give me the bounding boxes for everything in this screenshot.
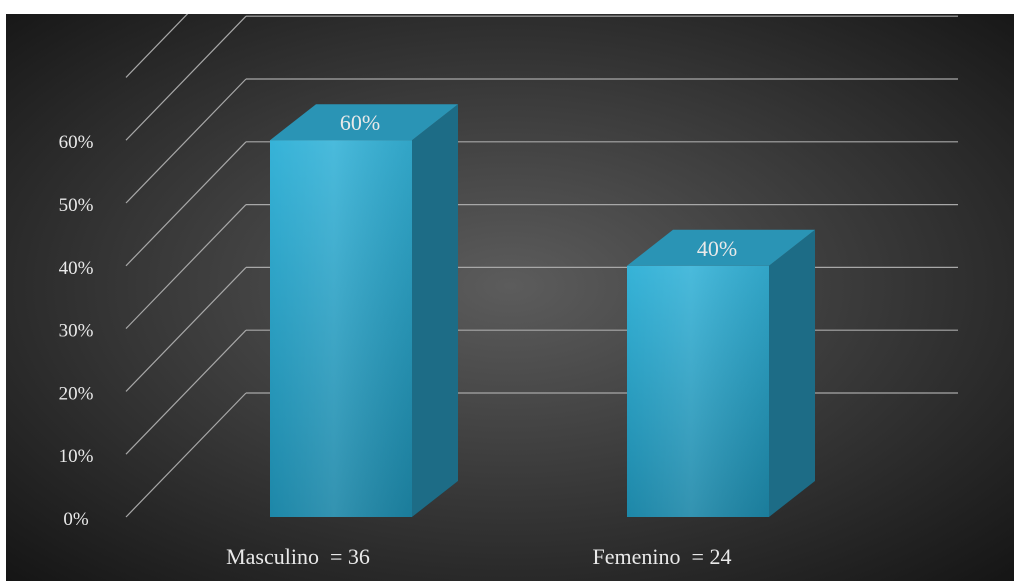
y-tick-label: 10% [59,446,94,467]
x-category-label: Masculino = 36 [226,544,370,569]
bar-value-label: 40% [697,236,737,261]
bar-3d: 40% [627,229,815,518]
bar-front-shine [627,265,769,517]
gridline-side [125,15,247,141]
bar-side-face [412,104,458,517]
bar-top-face [627,229,815,266]
bar-top-face [270,104,458,141]
chart-background [6,14,1014,581]
bar-chart-3d: 0% 10% 20% 30% 40% 50% 60% 60% 40% Masculino = … [6,0,1014,581]
bar-value-label: 60% [340,110,380,135]
bar-3d: 60% [270,104,458,517]
chart-container: 0% 10% 20% 30% 40% 50% 60% 60% 40% Masculino = … [6,0,1014,581]
bar-side-face [769,229,815,518]
gridline-side [125,0,202,78]
gridline-side [125,392,247,518]
y-tick-label: 30% [59,321,94,342]
gridline-side [125,266,247,392]
gridline-side [125,204,247,330]
y-axis-ticks: 0% 10% 20% 30% 40% 50% 60% [59,132,94,530]
y-tick-label: 20% [59,383,94,404]
gridline-side [125,78,247,204]
gridline-side [125,329,247,455]
gridline-side [125,141,247,267]
x-axis-categories: Masculino = 36 Femenino = 24 [226,544,731,569]
y-tick-label: 40% [59,258,94,279]
y-tick-label: 0% [63,509,89,530]
x-category-label: Femenino = 24 [593,544,732,569]
bar-front-shine [270,140,412,517]
y-tick-label: 50% [59,195,94,216]
bars: 60% 40% [270,104,815,518]
y-tick-label: 60% [59,132,94,153]
